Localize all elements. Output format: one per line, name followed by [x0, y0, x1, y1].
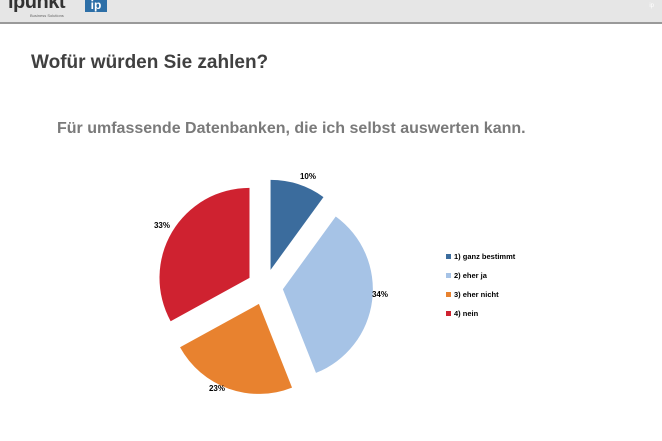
- top-header-bar: ipunkt Business Solutions ip ip: [0, 0, 662, 24]
- legend-swatch-4: [446, 311, 451, 316]
- question-subtitle: Für umfassende Datenbanken, die ich selb…: [57, 120, 526, 137]
- pie-slices: [159, 179, 373, 394]
- company-logo-text: ipunkt: [8, 0, 66, 13]
- slice-label-4: 33%: [154, 221, 170, 230]
- slice-label-1: 10%: [300, 172, 316, 181]
- slice-label-2: 34%: [372, 290, 388, 299]
- company-logo-mark: ip: [85, 0, 107, 12]
- pie-slice-labels: 10% 34% 23% 33%: [154, 172, 388, 393]
- legend-label-4: 4) nein: [454, 309, 479, 318]
- legend-swatch-3: [446, 292, 451, 297]
- legend-swatch-2: [446, 273, 451, 278]
- legend-label-1: 1) ganz bestimmt: [454, 252, 516, 261]
- legend-label-2: 2) eher ja: [454, 271, 488, 280]
- pie-slice-4: [159, 187, 250, 322]
- pie-slice-2: [282, 216, 373, 373]
- slice-label-3: 23%: [209, 384, 225, 393]
- header-corner-mark: ip: [649, 3, 654, 9]
- page-title: Wofür würden Sie zahlen?: [31, 52, 269, 73]
- legend-label-3: 3) eher nicht: [454, 290, 499, 299]
- chart-legend: 1) ganz bestimmt 2) eher ja 3) eher nicht 4…: [446, 252, 516, 318]
- company-logo-subtext: Business Solutions: [30, 13, 64, 18]
- legend-swatch-1: [446, 254, 451, 259]
- pie-slice-1: [270, 179, 324, 270]
- pie-slice-3: [180, 303, 293, 394]
